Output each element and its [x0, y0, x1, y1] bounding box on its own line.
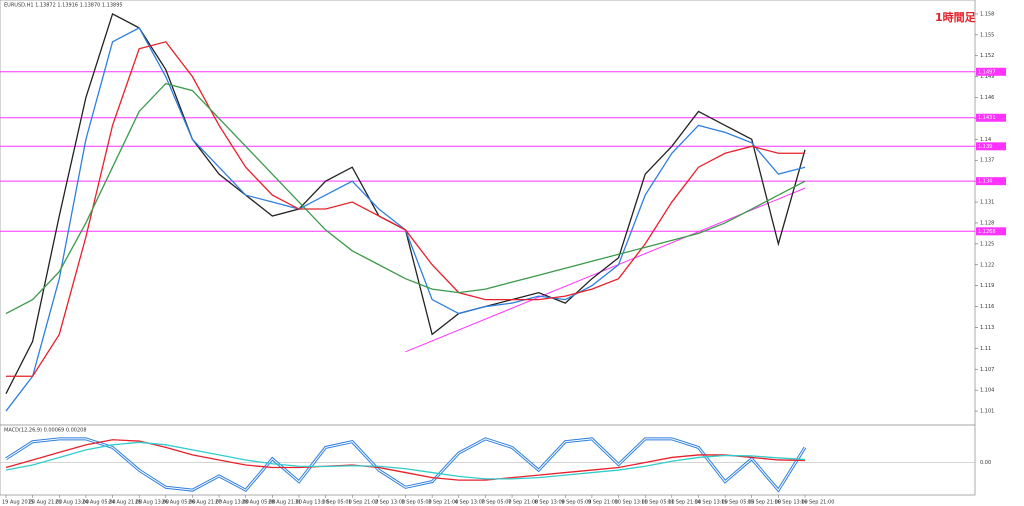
y-tick-label: 1.119 [980, 283, 994, 289]
y-tick-label: 1.125 [980, 241, 994, 247]
level-tag [976, 67, 1006, 76]
x-tick-label: 20 Aug 21:00 [29, 500, 63, 506]
x-tick-label: 7 Sep 05:00 [481, 500, 511, 506]
x-tick-label: 25 Aug 13:00 [135, 500, 169, 506]
x-tick-label: 2 Sep 13:00 [375, 500, 405, 506]
y-tick-label: 1.158 [980, 11, 994, 17]
plot-frame [0, 0, 976, 496]
x-tick-label: 26 Aug 21:00 [188, 500, 222, 506]
x-tick-label: 8 Sep 13:00 [535, 500, 565, 506]
y-tick-label: 1.152 [980, 53, 994, 59]
level-label: 1.139 [978, 144, 992, 150]
x-tick-label: 24 Aug 21:00 [109, 500, 143, 506]
x-tick-label: 4 Sep 13:00 [455, 500, 485, 506]
x-tick-label: 11 Sep 05:00 [641, 500, 674, 506]
x-tick-label: 3 Sep 05:00 [402, 500, 432, 506]
y-tick-label: 1.107 [980, 367, 994, 373]
y-tick-label: 1.137 [980, 158, 994, 164]
x-tick-label: 11 Sep 21:00 [668, 500, 701, 506]
level-label: 1.134 [978, 179, 992, 185]
level-label: 1.1268 [978, 229, 996, 235]
y-tick-label: 1.104 [980, 388, 994, 394]
x-tick-label: 9 Sep 05:00 [561, 500, 591, 506]
y-tick-label: 1.14 [980, 137, 991, 143]
level-tag [976, 113, 1006, 122]
y-tick-label: 1.155 [980, 32, 994, 38]
x-tick-label: 31 Aug 13:00 [295, 500, 329, 506]
y-tick-label: 0.00 [980, 460, 991, 466]
x-tick-label: 28 Aug 05:00 [242, 500, 276, 506]
y-tick-label: 1.128 [980, 220, 994, 226]
x-tick-label: 3 Sep 21:00 [428, 500, 458, 506]
x-tick-label: 26 Aug 05:00 [162, 500, 196, 506]
x-tick-label: 28 Aug 21:00 [268, 500, 302, 506]
x-tick-label: 16 Sep 21:00 [801, 500, 834, 506]
series-line [5, 82, 806, 315]
annotation: 1時間足 [935, 10, 977, 24]
x-tick-label: 14 Sep 13:00 [694, 500, 727, 506]
x-tick-label: 16 Sep 13:00 [774, 500, 807, 506]
x-tick-label: 1 Sep 21:00 [348, 500, 378, 506]
series-line [5, 441, 806, 480]
y-tick-label: 1.113 [980, 325, 994, 331]
y-tick-label: 1.11 [980, 346, 991, 352]
level-tag [976, 227, 1006, 236]
y-tick-label: 1.146 [980, 95, 994, 101]
series-line [6, 41, 805, 377]
series-line [5, 439, 806, 481]
x-tick-label: 27 Aug 13:00 [215, 500, 249, 506]
chart-title: EURUSD,H1 1.13872 1.13916 1.13870 1.1389… [4, 3, 123, 9]
x-tick-label: 15 Sep 21:00 [748, 500, 781, 506]
x-tick-label: 19 Aug 2015 [2, 500, 34, 506]
y-tick-label: 1.101 [980, 409, 994, 415]
level-label: 1.1431 [978, 115, 996, 121]
x-tick-label: 21 Aug 13:00 [55, 500, 89, 506]
y-tick-label: 1.149 [980, 74, 994, 80]
series-line [5, 438, 806, 491]
level-tag [976, 142, 1006, 151]
level-label: 1.1497 [978, 69, 996, 75]
x-tick-label: 1 Sep 05:00 [322, 500, 352, 506]
y-tick-label: 1.116 [980, 304, 994, 310]
level-tag [976, 177, 1006, 186]
x-tick-label: 9 Sep 21:00 [588, 500, 618, 506]
x-tick-label: 24 Aug 05:00 [82, 500, 116, 506]
sub-title: MACD(12,26,9) 0.00069 0.00208 [4, 428, 87, 434]
x-tick-label: 7 Sep 21:00 [508, 500, 538, 506]
x-tick-label: 15 Sep 05:00 [721, 500, 754, 506]
x-tick-label: 10 Sep 13:00 [615, 500, 648, 506]
y-tick-label: 1.122 [980, 262, 994, 268]
y-tick-label: 1.131 [980, 200, 994, 206]
